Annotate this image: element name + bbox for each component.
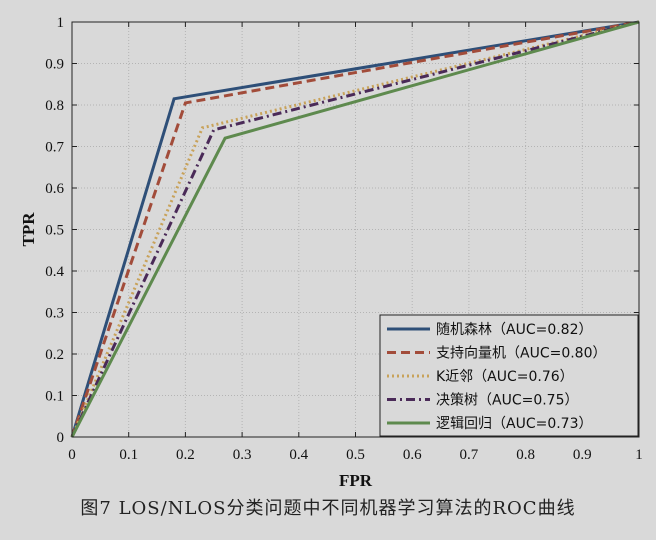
legend-label-4: 决策树（AUC=0.75）	[436, 392, 579, 409]
x-tick-label: 0.2	[176, 447, 195, 463]
legend-label-2: 支持向量机（AUC=0.80）	[436, 346, 607, 362]
x-tick-label: 0.4	[289, 447, 308, 463]
x-axis-title: FPR	[339, 471, 373, 490]
y-tick-label: 1	[57, 15, 65, 31]
series-line-4	[70, 20, 640, 438]
legend-label-5: 逻辑回归（AUC=0.73）	[436, 415, 593, 432]
figure-caption: 图7 LOS/NLOS分类问题中不同机器学习算法的ROC曲线	[80, 498, 576, 519]
y-tick-label: 0.6	[45, 181, 64, 197]
y-axis-title: TPR	[19, 212, 38, 247]
x-tick-label: 0.1	[119, 447, 138, 463]
y-tick-label: 0.2	[45, 347, 64, 363]
x-tick-label: 0.6	[403, 447, 422, 463]
x-tick-label: 0.3	[233, 447, 252, 463]
y-tick-label: 0.1	[45, 389, 64, 405]
series-line-1	[70, 20, 640, 438]
y-tick-label: 0.8	[45, 98, 64, 114]
legend-label-1: 随机森林（AUC=0.82）	[436, 322, 593, 338]
series-line-2	[70, 20, 640, 438]
x-tick-label: 0	[68, 447, 76, 463]
y-tick-label: 0.9	[45, 57, 64, 73]
x-tick-label: 0.8	[516, 447, 535, 463]
y-tick-label: 0.5	[45, 223, 64, 239]
roc-chart: 0 0.1 0.2 0.3 0.4 0.5 0.6 0.7 0.8 0.9 1 0 0.1 0.2 0.3 0…	[19, 15, 643, 490]
x-tick-label: 0.7	[460, 447, 479, 463]
x-tick-label: 0.5	[346, 447, 365, 463]
y-tick-label: 0.7	[45, 140, 64, 156]
y-tick-label: 0.4	[45, 264, 64, 280]
legend-label-3: K近邻（AUC=0.76）	[436, 369, 574, 385]
x-tick-label: 0.9	[573, 447, 592, 463]
x-tick-label: 1	[635, 447, 643, 463]
series-line-3	[70, 20, 640, 438]
series-line-5	[70, 20, 640, 438]
y-tick-label: 0.3	[45, 306, 64, 322]
y-tick-label: 0	[57, 430, 65, 446]
